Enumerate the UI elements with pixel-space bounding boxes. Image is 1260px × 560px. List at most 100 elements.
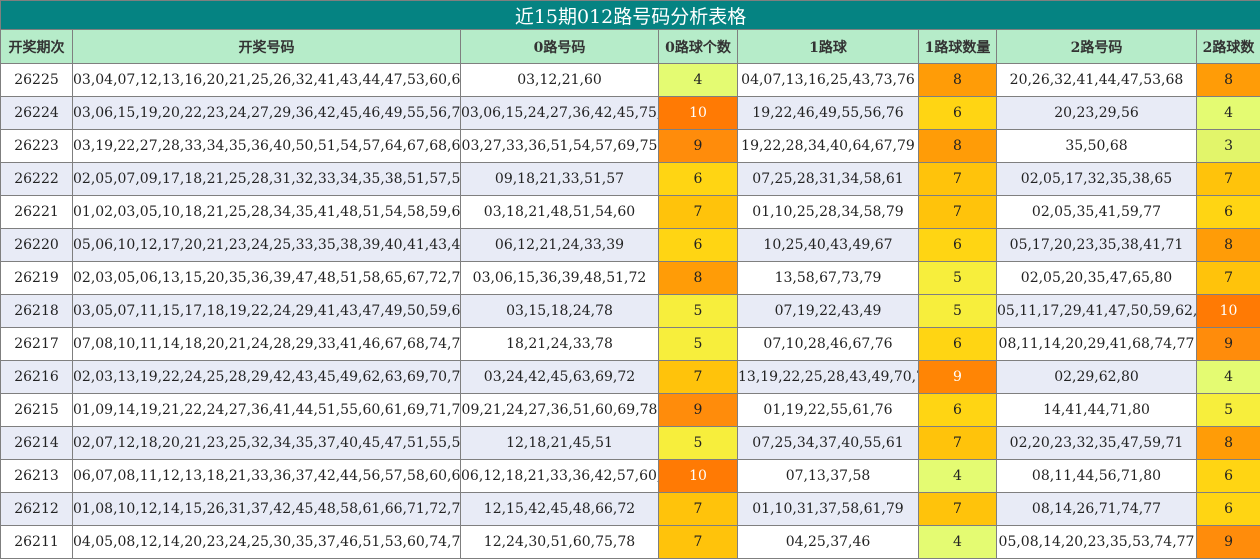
route1-count-cell: 4 <box>918 459 997 493</box>
route2-numbers-cell: 02,20,23,32,35,47,59,71 <box>996 426 1197 460</box>
route2-numbers-cell: 02,05,17,32,35,38,65 <box>996 162 1197 196</box>
numbers-cell: 06,07,08,11,12,13,18,21,33,36,37,42,44,5… <box>72 459 461 493</box>
route2-count-cell: 7 <box>1195 162 1260 196</box>
route2-count-cell: 3 <box>1195 129 1260 163</box>
route0-count-cell: 7 <box>658 360 738 394</box>
header-route2-count: 2路球数 <box>1195 29 1260 64</box>
route1-numbers-cell: 19,22,46,49,55,56,76 <box>737 96 919 130</box>
route0-count-cell: 9 <box>658 129 738 163</box>
route0-count-cell: 8 <box>658 261 738 295</box>
route1-numbers-cell: 01,10,31,37,58,61,79 <box>737 492 919 526</box>
header-numbers: 开奖号码 <box>72 29 461 64</box>
route0-count-cell: 5 <box>658 294 738 328</box>
route2-count-cell: 4 <box>1195 96 1260 130</box>
route0-count-cell: 6 <box>658 228 738 262</box>
table-row: 26218 03,05,07,11,15,17,18,19,22,24,29,41… <box>0 294 1260 328</box>
route0-count-cell: 4 <box>658 63 738 97</box>
route0-numbers-cell: 09,18,21,33,51,57 <box>460 162 659 196</box>
numbers-cell: 04,05,08,12,14,20,23,24,25,30,35,37,46,5… <box>72 525 461 559</box>
numbers-cell: 03,19,22,27,28,33,34,35,36,40,50,51,54,5… <box>72 129 461 163</box>
route2-count-cell: 8 <box>1195 228 1260 262</box>
route1-numbers-cell: 04,07,13,16,25,43,73,76 <box>737 63 919 97</box>
route0-numbers-cell: 06,12,21,24,33,39 <box>460 228 659 262</box>
issue-cell: 26213 <box>0 459 73 493</box>
route1-numbers-cell: 10,25,40,43,49,67 <box>737 228 919 262</box>
route2-count-cell: 7 <box>1195 261 1260 295</box>
route0-count-cell: 10 <box>658 459 738 493</box>
route2-numbers-cell: 20,26,32,41,44,47,53,68 <box>996 63 1197 97</box>
route0-numbers-cell: 03,27,33,36,51,54,57,69,75 <box>460 129 659 163</box>
table-row: 26221 01,02,03,05,10,18,21,25,28,34,35,41… <box>0 195 1260 229</box>
route1-count-cell: 8 <box>918 129 997 163</box>
route1-count-cell: 7 <box>918 162 997 196</box>
route1-numbers-cell: 07,13,37,58 <box>737 459 919 493</box>
route2-count-cell: 6 <box>1195 492 1260 526</box>
route1-numbers-cell: 07,25,34,37,40,55,61 <box>737 426 919 460</box>
route0-count-cell: 7 <box>658 195 738 229</box>
header-route1-numbers: 1路球 <box>737 29 919 64</box>
route2-numbers-cell: 08,14,26,71,74,77 <box>996 492 1197 526</box>
numbers-cell: 02,03,13,19,22,24,25,28,29,42,43,45,49,6… <box>72 360 461 394</box>
issue-cell: 26215 <box>0 393 73 427</box>
route1-count-cell: 7 <box>918 195 997 229</box>
route2-count-cell: 10 <box>1195 294 1260 328</box>
table-row: 26217 07,08,10,11,14,18,20,21,24,28,29,33… <box>0 327 1260 361</box>
route0-numbers-cell: 03,12,21,60 <box>460 63 659 97</box>
issue-cell: 26223 <box>0 129 73 163</box>
route2-numbers-cell: 05,11,17,29,41,47,50,59,62,80 <box>996 294 1197 328</box>
route0-numbers-cell: 12,18,21,45,51 <box>460 426 659 460</box>
numbers-cell: 01,02,03,05,10,18,21,25,28,34,35,41,48,5… <box>72 195 461 229</box>
route2-count-cell: 9 <box>1195 525 1260 559</box>
table-row: 26216 02,03,13,19,22,24,25,28,29,42,43,45… <box>0 360 1260 394</box>
table-title: 近15期012路号码分析表格 <box>0 0 1260 30</box>
issue-cell: 26212 <box>0 492 73 526</box>
issue-cell: 26222 <box>0 162 73 196</box>
table-row: 26215 01,09,14,19,21,22,24,27,36,41,44,51… <box>0 393 1260 427</box>
route1-count-cell: 6 <box>918 393 997 427</box>
route1-numbers-cell: 01,10,25,28,34,58,79 <box>737 195 919 229</box>
issue-cell: 26211 <box>0 525 73 559</box>
issue-cell: 26221 <box>0 195 73 229</box>
route0-numbers-cell: 03,18,21,48,51,54,60 <box>460 195 659 229</box>
numbers-cell: 03,05,07,11,15,17,18,19,22,24,29,41,43,4… <box>72 294 461 328</box>
numbers-cell: 05,06,10,12,17,20,21,23,24,25,33,35,38,3… <box>72 228 461 262</box>
numbers-cell: 01,08,10,12,14,15,26,31,37,42,45,48,58,6… <box>72 492 461 526</box>
title-row: 近15期012路号码分析表格 <box>0 0 1260 30</box>
table-row: 26224 03,06,15,19,20,22,23,24,27,29,36,42… <box>0 96 1260 130</box>
table-row: 26225 03,04,07,12,13,16,20,21,25,26,32,41… <box>0 63 1260 97</box>
issue-cell: 26225 <box>0 63 73 97</box>
header-row: 开奖期次 开奖号码 0路号码 0路球个数 1路球 1路球数量 2路号码 2路球数 <box>0 29 1260 64</box>
numbers-cell: 07,08,10,11,14,18,20,21,24,28,29,33,41,4… <box>72 327 461 361</box>
route2-numbers-cell: 05,08,14,20,23,35,53,74,77 <box>996 525 1197 559</box>
route0-count-cell: 5 <box>658 327 738 361</box>
numbers-cell: 02,03,05,06,13,15,20,35,36,39,47,48,51,5… <box>72 261 461 295</box>
route0-count-cell: 7 <box>658 492 738 526</box>
route1-count-cell: 6 <box>918 96 997 130</box>
table-row: 26222 02,05,07,09,17,18,21,25,28,31,32,33… <box>0 162 1260 196</box>
issue-cell: 26217 <box>0 327 73 361</box>
route2-numbers-cell: 02,29,62,80 <box>996 360 1197 394</box>
route1-numbers-cell: 13,58,67,73,79 <box>737 261 919 295</box>
route1-count-cell: 7 <box>918 426 997 460</box>
issue-cell: 26219 <box>0 261 73 295</box>
header-route0-numbers: 0路号码 <box>460 29 659 64</box>
route0-numbers-cell: 12,15,42,45,48,66,72 <box>460 492 659 526</box>
header-issue: 开奖期次 <box>0 29 73 64</box>
numbers-cell: 02,05,07,09,17,18,21,25,28,31,32,33,34,3… <box>72 162 461 196</box>
route0-numbers-cell: 09,21,24,27,36,51,60,69,78 <box>460 393 659 427</box>
route2-count-cell: 6 <box>1195 459 1260 493</box>
route1-count-cell: 6 <box>918 327 997 361</box>
numbers-cell: 01,09,14,19,21,22,24,27,36,41,44,51,55,6… <box>72 393 461 427</box>
route0-numbers-cell: 12,24,30,51,60,75,78 <box>460 525 659 559</box>
issue-cell: 26216 <box>0 360 73 394</box>
route2-numbers-cell: 02,05,20,35,47,65,80 <box>996 261 1197 295</box>
table-row: 26212 01,08,10,12,14,15,26,31,37,42,45,48… <box>0 492 1260 526</box>
table-row: 26214 02,07,12,18,20,21,23,25,32,34,35,37… <box>0 426 1260 460</box>
route1-numbers-cell: 13,19,22,25,28,43,49,70,76 <box>737 360 919 394</box>
route1-numbers-cell: 04,25,37,46 <box>737 525 919 559</box>
route2-numbers-cell: 14,41,44,71,80 <box>996 393 1197 427</box>
issue-cell: 26218 <box>0 294 73 328</box>
route2-count-cell: 8 <box>1195 426 1260 460</box>
numbers-cell: 02,07,12,18,20,21,23,25,32,34,35,37,40,4… <box>72 426 461 460</box>
